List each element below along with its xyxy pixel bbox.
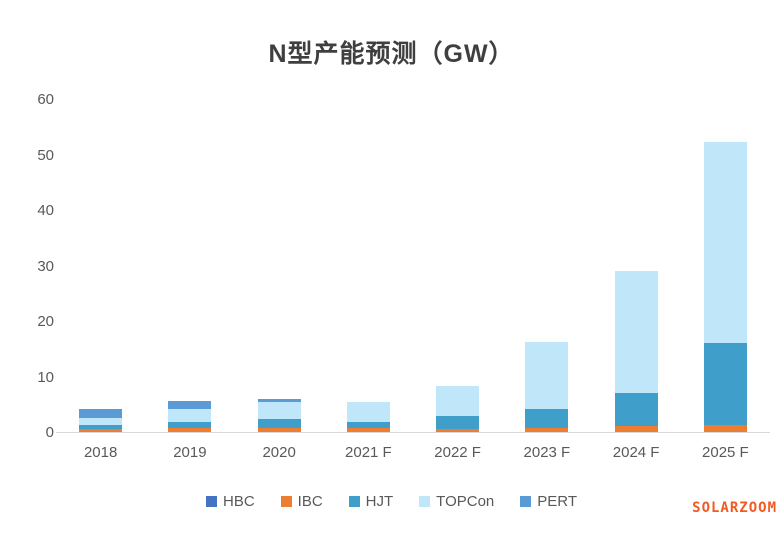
bar-segment-topcon <box>436 385 480 417</box>
bar-segment-hjt <box>257 418 301 429</box>
bar-column <box>56 100 145 432</box>
legend-label: TOPCon <box>436 493 495 510</box>
bar-segment-topcon <box>257 402 301 419</box>
stacked-bar <box>614 270 658 432</box>
stacked-bar <box>79 409 123 432</box>
y-tick-label: 10 <box>37 368 54 386</box>
x-axis: 2018 2019 2020 2021 F 2022 F 2023 F 2024 F 2025… <box>56 444 770 461</box>
bar-segment-topcon <box>168 409 212 423</box>
y-tick-label: 0 <box>45 424 54 441</box>
legend-item-hjt: HJT <box>348 493 394 510</box>
legend-label: IBC <box>297 493 323 510</box>
legend-swatch-icon <box>205 496 217 507</box>
legend-swatch-icon <box>348 496 360 507</box>
x-axis-label: 2018 <box>83 444 118 461</box>
bar-segment-topcon <box>525 341 569 409</box>
bar-column <box>502 100 591 432</box>
bar-column <box>413 100 502 432</box>
bar-segment-ibc <box>168 428 212 432</box>
bar-column <box>235 100 324 432</box>
bar-segment-pert <box>79 409 123 418</box>
bar-segment-topcon <box>703 141 747 344</box>
y-tick-label: 40 <box>37 202 54 219</box>
stacked-bar <box>168 400 212 432</box>
x-axis-label: 2024 F <box>612 444 660 461</box>
legend-item-pert: PERT <box>520 493 577 510</box>
bar-segment-hjt <box>79 424 123 430</box>
bar-segment-ibc <box>703 424 747 432</box>
bar-column <box>592 100 681 432</box>
stacked-bar <box>703 141 747 432</box>
legend-item-ibc: IBC <box>280 493 323 510</box>
bar-segment-topcon <box>346 401 390 423</box>
bar-segment-ibc <box>346 428 390 432</box>
bar-segment-pert <box>168 400 212 410</box>
bar-column <box>681 100 770 432</box>
stacked-bar <box>257 398 301 432</box>
x-axis-label: 2022 F <box>434 444 481 461</box>
bar-segment-hjt <box>436 416 480 430</box>
bar-segment-topcon <box>79 417 123 425</box>
legend: HBC IBC HJT TOPCon PERT <box>0 493 783 510</box>
bar-segment-ibc <box>525 427 569 432</box>
legend-label: HBC <box>222 493 255 510</box>
bar-segment-pert <box>257 398 301 403</box>
y-tick-label: 50 <box>37 146 54 164</box>
stacked-bar <box>346 401 390 432</box>
x-axis-label: 2020 <box>262 444 296 461</box>
bar-column <box>324 100 413 432</box>
bar-segment-hjt <box>168 422 212 429</box>
bar-segment-hjt <box>346 422 390 429</box>
solarzoom-watermark: SOLARZOOM <box>692 500 777 516</box>
legend-item-topcon: TOPCon <box>419 493 494 510</box>
bar-segment-hjt <box>703 343 747 425</box>
y-axis: 0 10 20 30 40 50 60 <box>14 91 54 441</box>
y-tick-label: 30 <box>37 257 54 275</box>
stacked-bar <box>525 341 569 432</box>
legend-swatch-icon <box>419 496 431 507</box>
bar-segment-ibc <box>614 426 658 432</box>
bar-segment-ibc <box>257 428 301 432</box>
x-axis-label: 2023 F <box>523 444 571 461</box>
plot-area <box>56 100 770 433</box>
legend-item-hbc: HBC <box>205 493 255 510</box>
legend-swatch-icon <box>280 496 292 507</box>
bar-segment-ibc <box>436 429 480 432</box>
bar-segment-hjt <box>525 408 569 428</box>
x-axis-label: 2025 F <box>702 444 749 461</box>
x-axis-label: 2021 F <box>345 444 392 461</box>
legend-label: PERT <box>537 493 577 510</box>
y-tick-label: 20 <box>37 313 54 330</box>
legend-label: HJT <box>365 493 394 510</box>
x-axis-label: 2019 <box>173 444 207 461</box>
bar-column <box>145 100 234 432</box>
bar-segment-ibc <box>79 429 123 432</box>
y-tick-label: 60 <box>37 91 54 108</box>
bar-segment-hjt <box>614 392 658 427</box>
bar-segment-topcon <box>614 270 658 393</box>
stacked-bar <box>436 385 480 432</box>
legend-swatch-icon <box>520 496 532 507</box>
chart-title: N型产能预测（GW） <box>268 40 515 68</box>
